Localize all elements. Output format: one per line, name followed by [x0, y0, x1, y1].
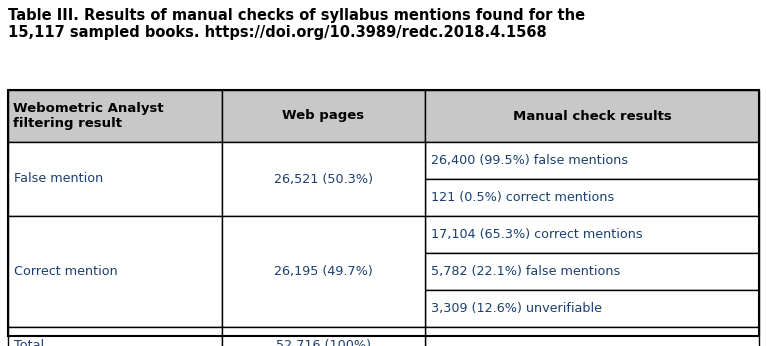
Text: 17,104 (65.3%) correct mentions: 17,104 (65.3%) correct mentions — [431, 228, 643, 241]
Bar — [222, 90, 425, 142]
Bar — [222, 327, 425, 346]
Bar — [425, 253, 759, 290]
Bar — [222, 216, 425, 327]
Bar — [8, 327, 222, 346]
Text: 52,716 (100%): 52,716 (100%) — [276, 339, 371, 346]
Bar — [425, 290, 759, 327]
Text: 26,521 (50.3%): 26,521 (50.3%) — [274, 173, 373, 185]
Bar — [425, 327, 759, 346]
Text: Manual check results: Manual check results — [512, 109, 671, 122]
Text: False mention: False mention — [14, 173, 104, 185]
Text: Correct mention: Correct mention — [14, 265, 118, 278]
Bar — [8, 216, 222, 327]
Text: 26,195 (49.7%): 26,195 (49.7%) — [274, 265, 373, 278]
Bar — [425, 90, 759, 142]
Bar — [8, 90, 759, 336]
Text: 5,782 (22.1%) false mentions: 5,782 (22.1%) false mentions — [431, 265, 620, 278]
Text: Webometric Analyst
filtering result: Webometric Analyst filtering result — [13, 102, 163, 130]
Bar — [425, 216, 759, 253]
Text: 121 (0.5%) correct mentions: 121 (0.5%) correct mentions — [431, 191, 614, 204]
Bar — [222, 142, 425, 216]
Text: Table III. Results of manual checks of syllabus mentions found for the
15,117 sa: Table III. Results of manual checks of s… — [8, 8, 585, 40]
Bar — [8, 90, 222, 142]
Bar — [425, 142, 759, 179]
Bar — [8, 142, 222, 216]
Text: Web pages: Web pages — [282, 109, 364, 122]
Text: 26,400 (99.5%) false mentions: 26,400 (99.5%) false mentions — [431, 154, 628, 167]
Text: 3,309 (12.6%) unverifiable: 3,309 (12.6%) unverifiable — [431, 302, 602, 315]
Bar — [425, 179, 759, 216]
Text: Total: Total — [14, 339, 44, 346]
